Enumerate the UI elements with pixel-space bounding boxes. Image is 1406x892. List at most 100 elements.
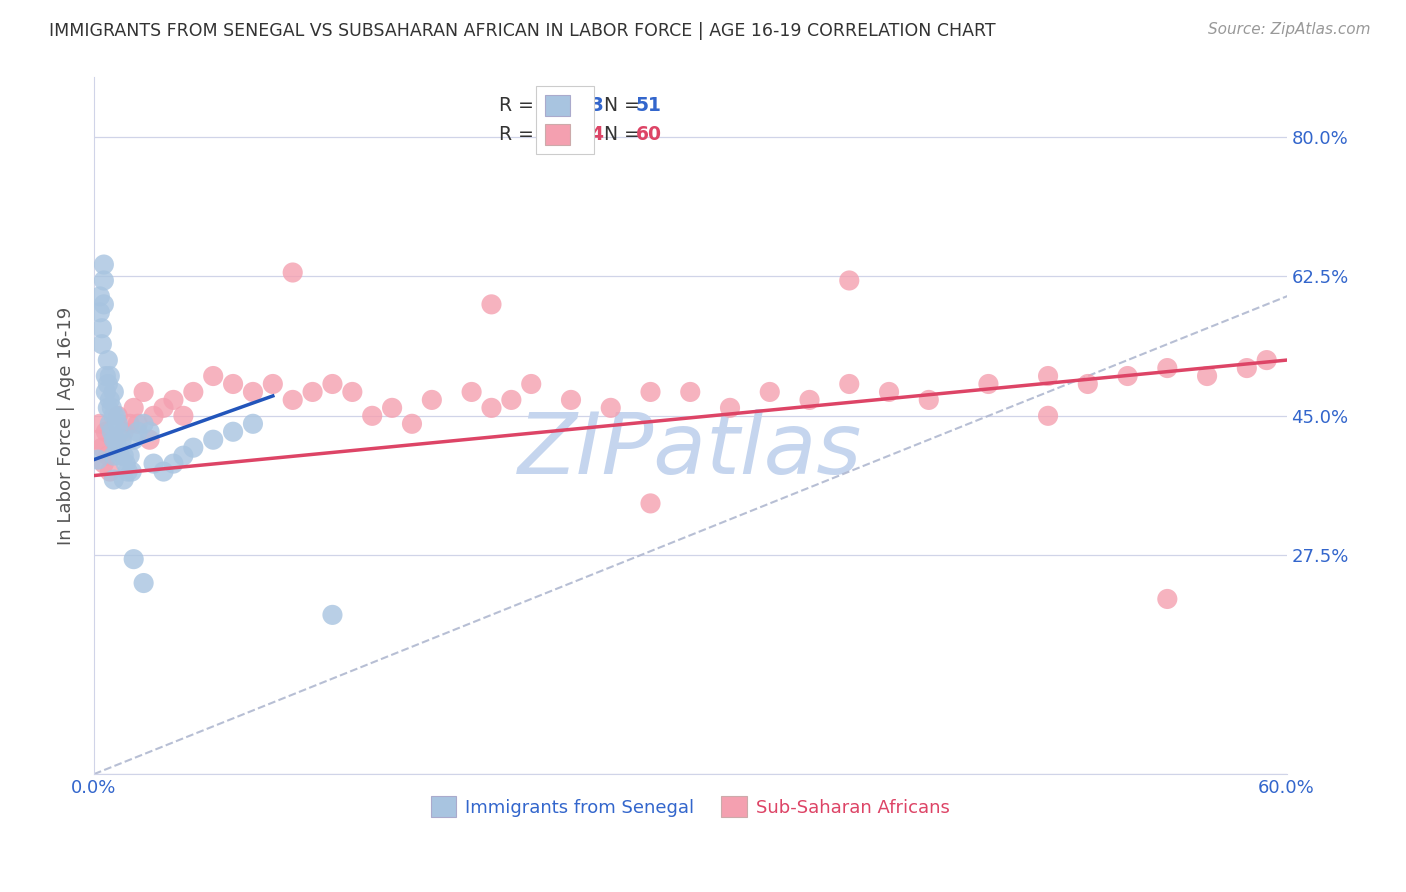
Point <box>97 401 120 415</box>
Point <box>381 401 404 415</box>
Point <box>98 417 121 431</box>
Point <box>121 465 143 479</box>
Text: 60: 60 <box>636 125 661 145</box>
Point <box>918 392 941 407</box>
Point <box>93 258 115 272</box>
Point <box>98 369 121 384</box>
Point <box>90 441 112 455</box>
Text: IMMIGRANTS FROM SENEGAL VS SUBSAHARAN AFRICAN IN LABOR FORCE | AGE 16-19 CORRELA: IMMIGRANTS FROM SENEGAL VS SUBSAHARAN AF… <box>49 22 995 40</box>
Point <box>107 441 129 455</box>
Point <box>1256 353 1278 368</box>
Point <box>1036 369 1059 384</box>
Point <box>107 409 129 423</box>
Point <box>112 473 135 487</box>
Point <box>152 401 174 415</box>
Point <box>1116 369 1139 384</box>
Point <box>93 297 115 311</box>
Point <box>1036 409 1059 423</box>
Point <box>89 305 111 319</box>
Point <box>132 417 155 431</box>
Point <box>977 376 1000 391</box>
Point <box>87 433 110 447</box>
Point <box>94 369 117 384</box>
Point <box>838 273 860 287</box>
Point <box>501 392 523 407</box>
Point <box>127 425 149 439</box>
Text: ZIPatlas: ZIPatlas <box>519 409 862 491</box>
Text: Source: ZipAtlas.com: Source: ZipAtlas.com <box>1208 22 1371 37</box>
Point <box>122 433 145 447</box>
Point <box>112 425 135 439</box>
Point <box>103 433 125 447</box>
Point <box>172 409 194 423</box>
Legend: Immigrants from Senegal, Sub-Saharan Africans: Immigrants from Senegal, Sub-Saharan Afr… <box>423 789 957 824</box>
Point <box>481 401 503 415</box>
Text: N =: N = <box>592 125 647 145</box>
Point <box>202 433 225 447</box>
Point <box>1156 361 1178 376</box>
Point <box>640 496 662 510</box>
Y-axis label: In Labor Force | Age 16-19: In Labor Force | Age 16-19 <box>58 307 75 545</box>
Point <box>142 409 165 423</box>
Text: R =: R = <box>499 125 540 145</box>
Point <box>93 457 115 471</box>
Point <box>838 376 860 391</box>
Point <box>1197 369 1219 384</box>
Point <box>718 401 741 415</box>
Point <box>181 384 204 399</box>
Point <box>103 473 125 487</box>
Point <box>97 376 120 391</box>
Point <box>420 392 443 407</box>
Point <box>679 384 702 399</box>
Text: 0.113: 0.113 <box>544 95 603 115</box>
Point <box>104 433 127 447</box>
Point <box>361 409 384 423</box>
Point <box>103 449 125 463</box>
Point <box>1077 376 1099 391</box>
Point <box>321 607 343 622</box>
Point <box>401 417 423 431</box>
Point <box>460 384 482 399</box>
Text: 0.404: 0.404 <box>544 125 603 145</box>
Text: N =: N = <box>592 95 647 115</box>
Point <box>301 384 323 399</box>
Point <box>599 401 621 415</box>
Point <box>107 417 129 431</box>
Text: 51: 51 <box>636 95 661 115</box>
Point <box>181 441 204 455</box>
Point <box>103 433 125 447</box>
Point <box>799 392 821 407</box>
Point <box>152 465 174 479</box>
Point <box>481 297 503 311</box>
Point <box>97 353 120 368</box>
Point <box>108 425 131 439</box>
Point <box>93 273 115 287</box>
Point <box>640 384 662 399</box>
Point <box>117 465 139 479</box>
Point <box>172 449 194 463</box>
Point <box>138 433 160 447</box>
Point <box>162 392 184 407</box>
Point <box>94 384 117 399</box>
Point <box>520 376 543 391</box>
Point <box>87 452 110 467</box>
Point <box>281 266 304 280</box>
Text: R =: R = <box>499 95 540 115</box>
Point <box>122 401 145 415</box>
Point <box>101 401 124 415</box>
Point <box>560 392 582 407</box>
Point <box>90 321 112 335</box>
Point <box>114 457 136 471</box>
Point <box>162 457 184 471</box>
Point <box>111 433 134 447</box>
Point <box>1156 591 1178 606</box>
Point <box>321 376 343 391</box>
Point <box>108 449 131 463</box>
Point <box>98 392 121 407</box>
Point <box>89 289 111 303</box>
Point <box>104 409 127 423</box>
Point <box>122 552 145 566</box>
Point <box>222 425 245 439</box>
Point <box>90 337 112 351</box>
Point <box>142 457 165 471</box>
